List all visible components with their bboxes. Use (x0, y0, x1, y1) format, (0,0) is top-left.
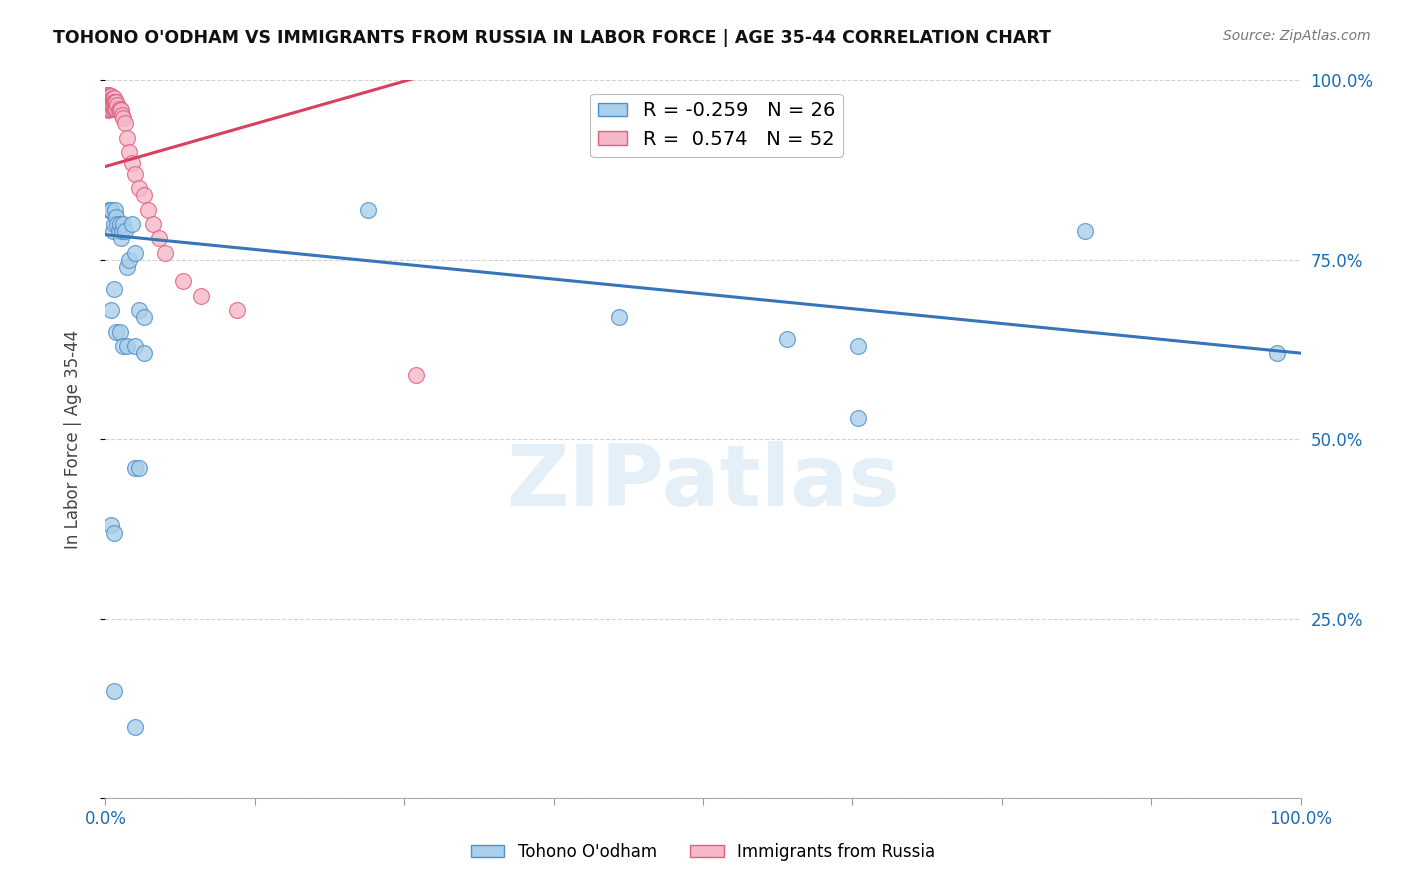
Point (97, 98, 120, 112)
Point (104, 102, 127, 116)
Point (108, 217, 131, 231)
Point (97, 95, 120, 109)
Point (100, 94, 122, 108)
Text: ZIPatlas: ZIPatlas (506, 441, 900, 524)
Point (107, 98, 129, 112)
Point (103, 525, 125, 540)
Point (103, 281, 125, 295)
Point (148, 231, 170, 245)
Point (1265, 346, 1288, 360)
Point (111, 224, 134, 238)
Point (405, 368, 427, 382)
Legend: Tohono O'odham, Immigrants from Russia: Tohono O'odham, Immigrants from Russia (464, 837, 942, 868)
Point (172, 274, 194, 288)
Point (128, 303, 150, 318)
Point (190, 289, 212, 303)
Point (114, 224, 136, 238)
Point (101, 95, 124, 109)
Point (101, 91, 124, 105)
Point (105, 325, 128, 339)
Point (114, 116, 136, 130)
Point (132, 188, 155, 202)
Point (108, 102, 131, 116)
Point (103, 95, 125, 109)
Point (104, 202, 127, 217)
Point (98, 102, 121, 116)
Point (96, 96, 118, 111)
Point (98, 202, 121, 217)
Point (103, 217, 125, 231)
Point (96, 91, 118, 105)
Point (98, 91, 121, 105)
Point (98, 94, 121, 108)
Point (115, 260, 138, 274)
Point (357, 202, 380, 217)
Point (121, 156, 143, 170)
Point (100, 202, 122, 217)
Point (107, 103, 129, 118)
Point (118, 145, 141, 159)
Point (98, 89, 121, 103)
Text: Source: ZipAtlas.com: Source: ZipAtlas.com (1223, 29, 1371, 44)
Point (105, 95, 128, 109)
Point (100, 518, 122, 533)
Y-axis label: In Labor Force | Age 35-44: In Labor Force | Age 35-44 (63, 330, 82, 549)
Point (96, 102, 118, 116)
Point (124, 167, 146, 181)
Legend: R = -0.259   N = 26, R =  0.574   N = 52: R = -0.259 N = 26, R = 0.574 N = 52 (591, 94, 842, 157)
Point (124, 245, 146, 260)
Point (153, 245, 177, 260)
Point (138, 202, 160, 217)
Point (607, 310, 630, 325)
Point (100, 89, 122, 103)
Point (132, 346, 155, 360)
Point (776, 332, 799, 346)
Point (96, 95, 118, 109)
Point (105, 102, 128, 116)
Point (121, 217, 143, 231)
Point (98, 95, 121, 109)
Point (108, 325, 131, 339)
Point (105, 210, 128, 224)
Point (97, 87, 120, 102)
Point (98, 87, 121, 102)
Point (1074, 224, 1097, 238)
Point (107, 224, 129, 238)
Point (97, 103, 120, 118)
Point (100, 303, 122, 318)
Point (104, 95, 127, 109)
Point (98, 202, 121, 217)
Point (115, 339, 138, 353)
Point (103, 101, 125, 115)
Point (107, 217, 129, 231)
Point (98, 102, 121, 116)
Point (128, 181, 150, 195)
Point (115, 130, 138, 145)
Point (110, 231, 132, 245)
Point (101, 102, 124, 116)
Point (97, 91, 120, 105)
Point (103, 683, 125, 698)
Point (124, 339, 146, 353)
Point (111, 108, 134, 122)
Point (112, 339, 135, 353)
Point (110, 103, 132, 118)
Point (846, 339, 869, 353)
Text: TOHONO O'ODHAM VS IMMIGRANTS FROM RUSSIA IN LABOR FORCE | AGE 35-44 CORRELATION : TOHONO O'ODHAM VS IMMIGRANTS FROM RUSSIA… (53, 29, 1052, 47)
Point (132, 310, 155, 325)
Point (112, 217, 135, 231)
Point (225, 303, 249, 318)
Point (846, 410, 869, 425)
Point (128, 461, 150, 475)
Point (118, 252, 141, 267)
Point (124, 461, 146, 475)
Point (96, 87, 118, 102)
Point (98, 96, 121, 111)
Point (124, 719, 146, 733)
Point (103, 91, 125, 105)
Point (142, 217, 165, 231)
Point (101, 224, 124, 238)
Point (112, 111, 135, 125)
Point (100, 98, 122, 112)
